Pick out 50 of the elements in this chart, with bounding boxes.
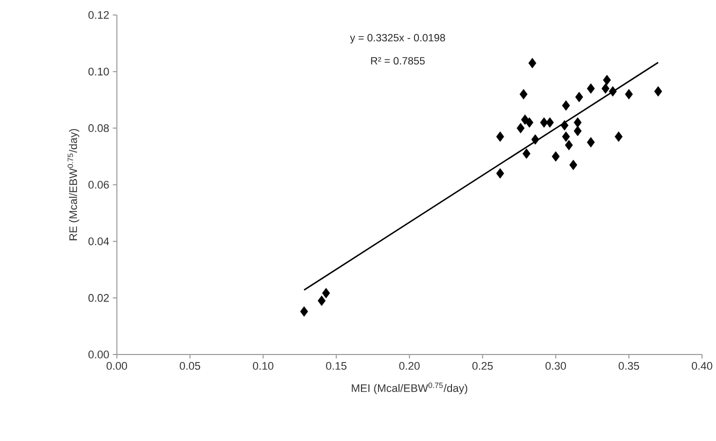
point	[564, 140, 573, 150]
point	[520, 88, 528, 100]
point	[531, 134, 540, 144]
point	[540, 117, 548, 128]
annotation: y = 0.3325x - 0.0198	[350, 34, 446, 44]
point	[602, 83, 610, 94]
point	[528, 58, 536, 68]
point	[496, 168, 504, 178]
x-tick-label: 0.00	[106, 362, 128, 370]
x-tick-label: 0.30	[546, 362, 566, 370]
point	[574, 117, 582, 128]
point	[516, 122, 525, 134]
y-tick-label: 0.10	[88, 68, 109, 76]
point	[546, 117, 554, 128]
point	[569, 160, 578, 170]
point	[608, 86, 617, 96]
point	[614, 131, 623, 142]
x-tick-label: 0.25	[472, 362, 493, 370]
y-tick-label: 0.02	[88, 294, 109, 302]
x-tick-label: 0.20	[399, 362, 420, 370]
x-axis-title: MEI (Mcal/EBW$^{0.75}$/day)	[352, 382, 468, 394]
point	[522, 148, 530, 159]
y-axis-title: RE (Mcal/EBW$^{0.75}$/day)	[68, 128, 80, 240]
x-tick-label: 0.10	[252, 362, 274, 370]
y-tick-label: 0.08	[88, 124, 109, 132]
point	[562, 131, 570, 142]
point	[496, 131, 504, 142]
point	[560, 120, 568, 130]
point	[586, 83, 595, 94]
y-tick-label: 0.12	[88, 10, 109, 19]
point	[574, 126, 582, 136]
x-tick-label: 0.40	[692, 362, 712, 370]
y-tick-label: 0.00	[88, 350, 109, 358]
point	[562, 100, 570, 111]
point	[322, 288, 330, 298]
point	[318, 295, 326, 306]
x-tick-label: 0.35	[618, 362, 640, 370]
point	[603, 74, 611, 86]
point	[300, 306, 308, 317]
y-tick-label: 0.04	[88, 237, 110, 246]
x-tick-label: 0.15	[326, 362, 346, 370]
point	[654, 86, 662, 96]
point	[586, 136, 595, 148]
annotation: R² = 0.7855	[371, 56, 425, 64]
point	[575, 92, 584, 102]
point	[525, 117, 534, 128]
point	[624, 88, 633, 100]
point	[552, 151, 560, 162]
y-tick-label: 0.06	[88, 180, 109, 188]
x-tick-label: 0.05	[180, 362, 200, 370]
